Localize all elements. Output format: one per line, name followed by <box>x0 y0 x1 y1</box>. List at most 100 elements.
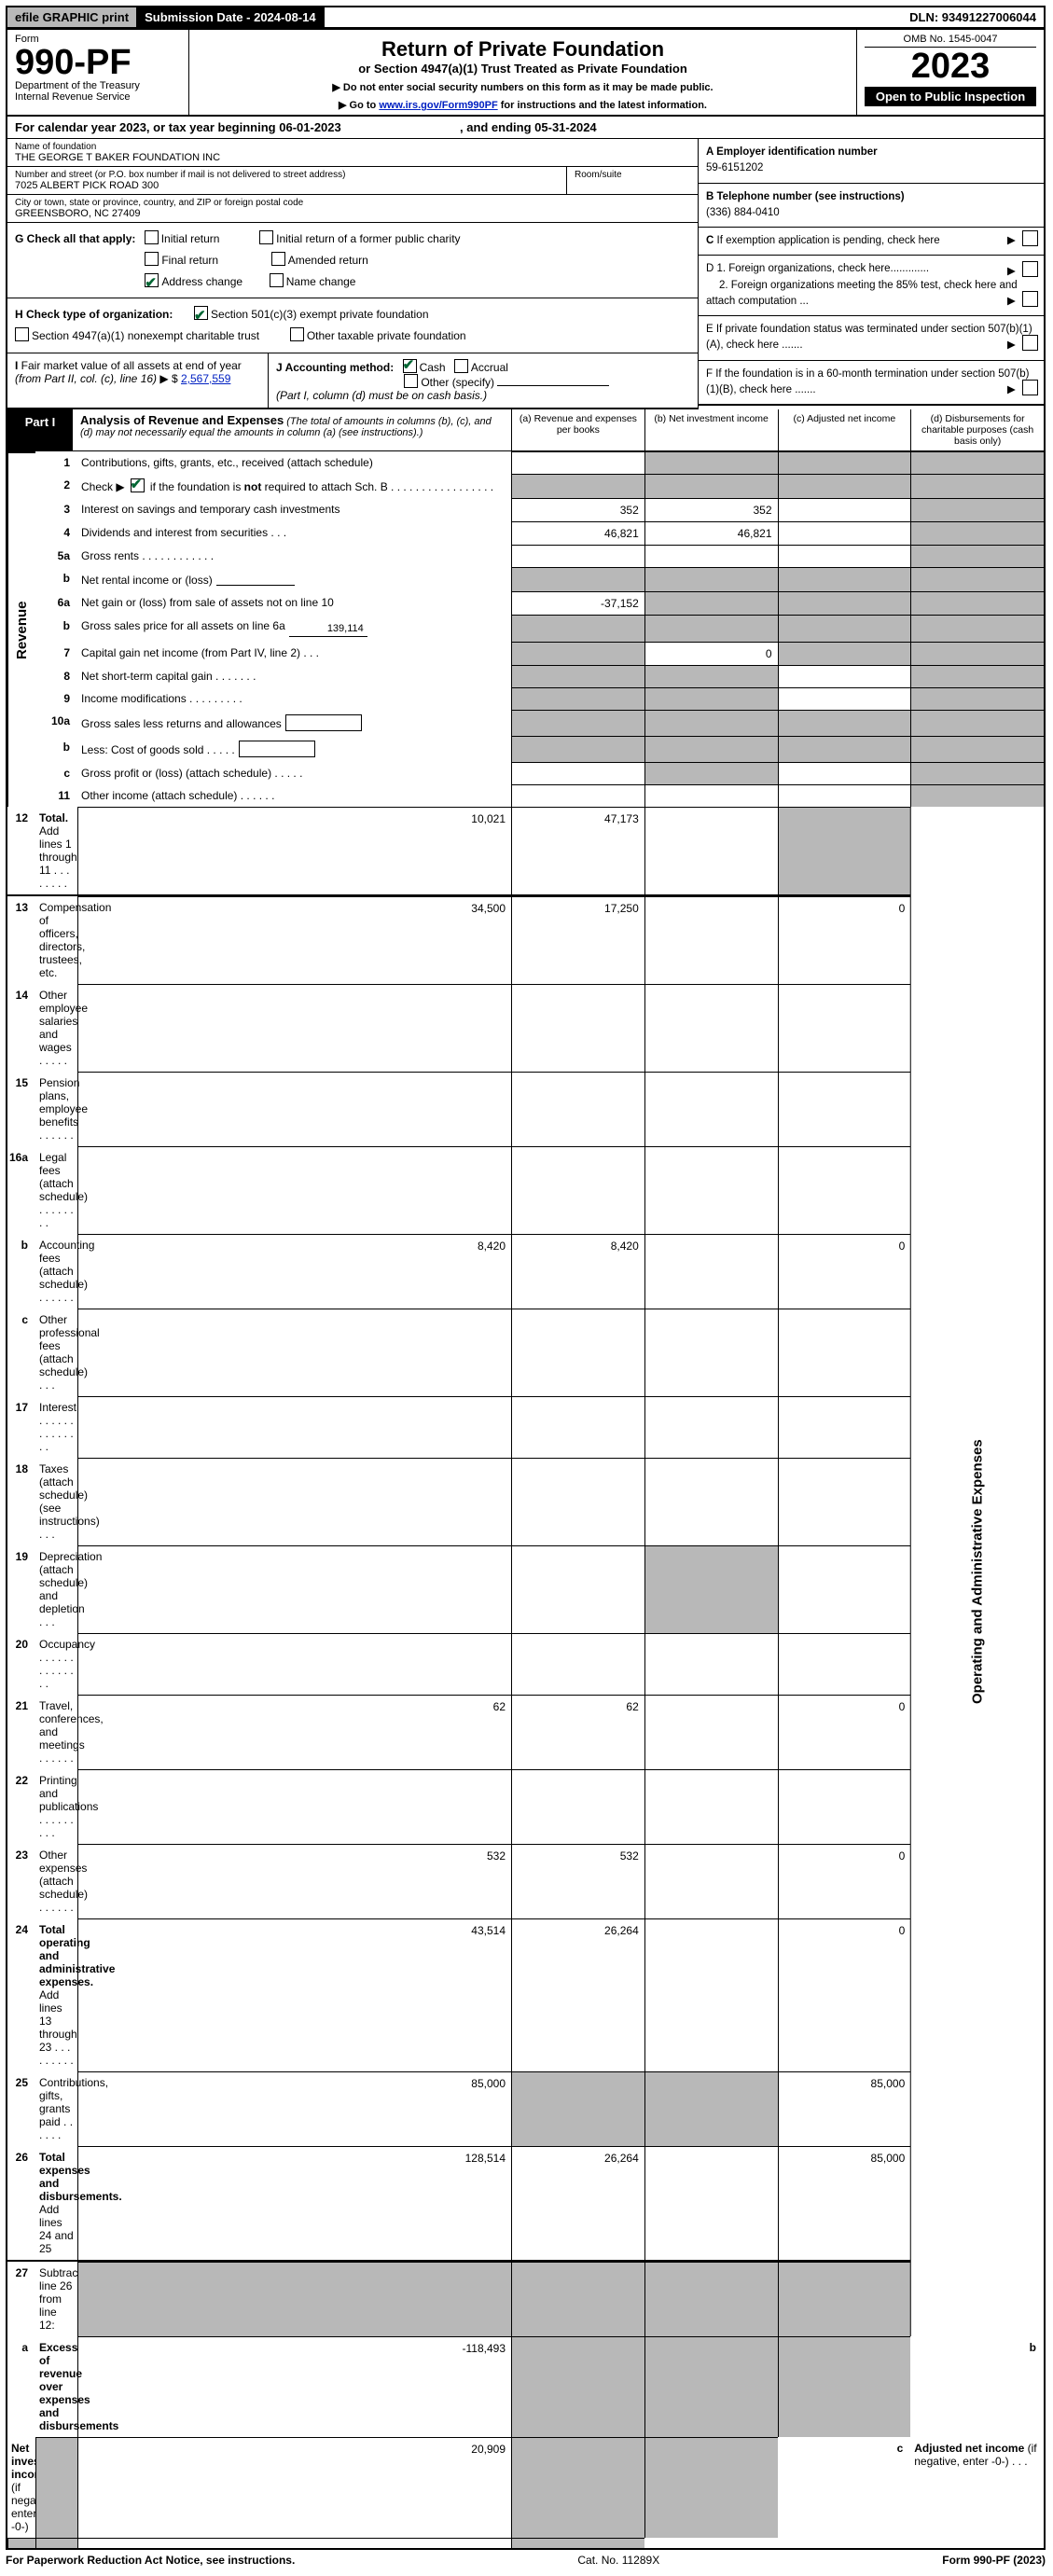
line-num: c <box>35 762 77 784</box>
cell-value: 352 <box>644 498 778 521</box>
form-header: Form 990-PF Department of the Treasury I… <box>6 29 1046 117</box>
cell-value: 62 <box>77 1695 511 1769</box>
expenses-label: Operating and Administrative Expenses <box>910 807 1044 2336</box>
form990pf-link[interactable]: www.irs.gov/Form990PF <box>379 100 497 111</box>
line-desc: Contributions, gifts, grants paid . . . … <box>35 2071 77 2146</box>
checkbox-amended-return[interactable] <box>271 252 285 266</box>
line-num: 15 <box>7 1072 35 1146</box>
cell-value: -118,493 <box>77 2336 511 2437</box>
line-desc: Check ▶ if the foundation is not require… <box>77 474 511 498</box>
checkbox-f[interactable] <box>1022 380 1038 395</box>
line-num: 5a <box>35 545 77 567</box>
line-desc: Other professional fees (attach schedule… <box>35 1309 77 1396</box>
col-c-header: (c) Adjusted net income <box>778 409 911 450</box>
checkbox-d2[interactable] <box>1022 291 1038 307</box>
foundation-name: THE GEORGE T BAKER FOUNDATION INC <box>15 152 690 163</box>
city-label: City or town, state or province, country… <box>15 198 690 208</box>
cell-value: 532 <box>511 1844 644 1918</box>
section-c-text: If exemption application is pending, che… <box>717 235 940 246</box>
checkbox-other-method[interactable] <box>404 374 418 388</box>
cell-value: 0 <box>644 642 778 665</box>
line-desc: Gross sales price for all assets on line… <box>77 615 511 642</box>
form-title: Return of Private Foundation <box>197 37 849 62</box>
line-num: 2 <box>35 474 77 498</box>
checkbox-e[interactable] <box>1022 335 1038 351</box>
entity-info-grid: Name of foundation THE GEORGE T BAKER FO… <box>6 139 1046 409</box>
efile-print-button[interactable]: efile GRAPHIC print <box>7 7 137 27</box>
line-desc: Contributions, gifts, grants, etc., rece… <box>77 451 511 474</box>
checkbox-final-return[interactable] <box>145 252 159 266</box>
line-num: 19 <box>7 1545 35 1633</box>
ein-label: A Employer identification number <box>706 146 878 158</box>
line-num: c <box>778 2437 911 2538</box>
line-desc: Total expenses and disbursements. Add li… <box>35 2146 77 2262</box>
line-num: 25 <box>7 2071 35 2146</box>
checkbox-initial-return-former[interactable] <box>259 230 273 244</box>
checkbox-cash[interactable] <box>403 359 417 373</box>
form-footer-label: Form 990-PF (2023) <box>942 2554 1046 2567</box>
cell-value: 128,514 <box>77 2146 511 2262</box>
part1-table: Revenue 1 Contributions, gifts, grants, … <box>6 451 1046 2550</box>
line-desc: Compensation of officers, directors, tru… <box>35 896 77 984</box>
line-desc: Net gain or (loss) from sale of assets n… <box>77 591 511 615</box>
checkbox-address-change[interactable] <box>145 273 159 287</box>
irs-label: Internal Revenue Service <box>15 91 181 103</box>
address: 7025 ALBERT PICK ROAD 300 <box>15 180 559 191</box>
line-num: 27 <box>7 2262 35 2336</box>
checkbox-sch-b[interactable] <box>131 478 145 492</box>
line-desc: Less: Cost of goods sold . . . . . <box>77 736 511 762</box>
checkbox-accrual[interactable] <box>454 359 468 373</box>
checkbox-501c3[interactable] <box>194 306 208 320</box>
line-desc: Adjusted net income (if negative, enter … <box>910 2437 1044 2538</box>
line-desc: Subtract line 26 from line 12: <box>35 2262 77 2336</box>
line-num: b <box>7 1234 35 1309</box>
cell-value: 43,514 <box>77 1918 511 2071</box>
line-num: 16a <box>7 1146 35 1234</box>
instruction-1: ▶ Do not enter social security numbers o… <box>197 81 849 93</box>
line-num: 13 <box>7 896 35 984</box>
line-num: 11 <box>35 784 77 807</box>
phone-value: (336) 884-0410 <box>706 207 780 218</box>
instruction-2: ▶ Go to www.irs.gov/Form990PF for instru… <box>197 99 849 111</box>
checkbox-other-taxable[interactable] <box>290 327 304 341</box>
calendar-year-row: For calendar year 2023, or tax year begi… <box>6 117 1046 139</box>
line-num: 23 <box>7 1844 35 1918</box>
line-num: 9 <box>35 687 77 710</box>
submission-date: Submission Date - 2024-08-14 <box>137 7 325 27</box>
cell-value: -37,152 <box>511 591 644 615</box>
line-num: 26 <box>7 2146 35 2262</box>
checkbox-c[interactable] <box>1022 230 1038 246</box>
checkbox-name-change[interactable] <box>270 273 284 287</box>
line-num: 3 <box>35 498 77 521</box>
section-e: E If private foundation status was termi… <box>706 324 1032 351</box>
part1-label: Part I <box>7 409 73 450</box>
fmv-value[interactable]: 2,567,559 <box>181 372 230 385</box>
line-num: 10a <box>35 710 77 736</box>
col-d-header: (d) Disbursements for charitable purpose… <box>910 409 1044 450</box>
cell-value: 10,021 <box>77 807 511 896</box>
checkbox-initial-return[interactable] <box>145 230 159 244</box>
checkbox-d1[interactable] <box>1022 261 1038 277</box>
cell-value: 47,173 <box>511 807 644 896</box>
line-num: 1 <box>35 451 77 474</box>
part1-header: Part I Analysis of Revenue and Expenses … <box>6 409 1046 451</box>
line-desc: Interest . . . . . . . . . . . . . . <box>35 1396 77 1458</box>
cell-value: 0 <box>778 1695 911 1769</box>
line-num: 20 <box>7 1633 35 1695</box>
foundation-name-label: Name of foundation <box>15 142 690 152</box>
checkbox-4947a1[interactable] <box>15 327 29 341</box>
col-b-header: (b) Net investment income <box>644 409 778 450</box>
line-num: 24 <box>7 1918 35 2071</box>
cell-value: 352 <box>511 498 644 521</box>
line-num: 17 <box>7 1396 35 1458</box>
phone-label: B Telephone number (see instructions) <box>706 191 905 202</box>
section-g: G Check all that apply: Initial return I… <box>7 223 698 298</box>
line-num: 14 <box>7 984 35 1072</box>
paperwork-notice: For Paperwork Reduction Act Notice, see … <box>6 2554 295 2567</box>
cell-value: 34,500 <box>77 896 511 984</box>
cell-value: 85,000 <box>778 2146 911 2262</box>
line-desc: Total. Add lines 1 through 11 . . . . . … <box>35 807 77 896</box>
cell-value: 17,250 <box>511 896 644 984</box>
cell-value: 85,000 <box>77 2071 511 2146</box>
line-num: 4 <box>35 521 77 545</box>
